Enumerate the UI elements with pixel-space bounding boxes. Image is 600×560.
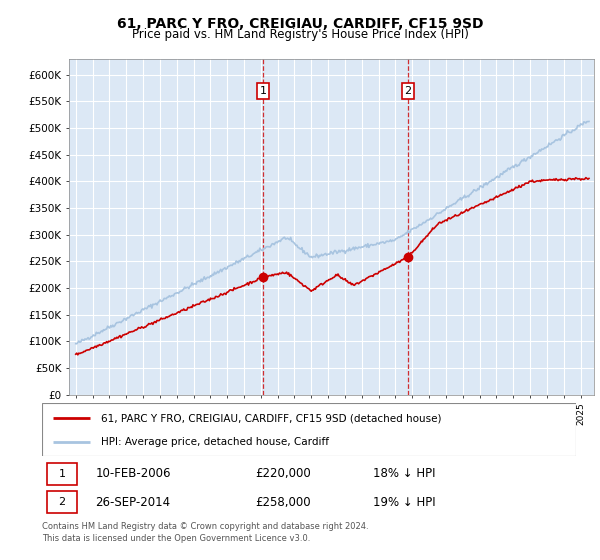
Text: £258,000: £258,000 bbox=[256, 496, 311, 508]
Text: 2: 2 bbox=[58, 497, 65, 507]
FancyBboxPatch shape bbox=[47, 463, 77, 485]
FancyBboxPatch shape bbox=[47, 491, 77, 514]
Text: 2: 2 bbox=[404, 86, 412, 96]
Text: 18% ↓ HPI: 18% ↓ HPI bbox=[373, 468, 436, 480]
Text: £220,000: £220,000 bbox=[256, 468, 311, 480]
Text: 10-FEB-2006: 10-FEB-2006 bbox=[95, 468, 171, 480]
Text: 26-SEP-2014: 26-SEP-2014 bbox=[95, 496, 170, 508]
FancyBboxPatch shape bbox=[42, 403, 576, 456]
Text: 1: 1 bbox=[59, 469, 65, 479]
Text: Contains HM Land Registry data © Crown copyright and database right 2024.
This d: Contains HM Land Registry data © Crown c… bbox=[42, 522, 368, 543]
Text: 61, PARC Y FRO, CREIGIAU, CARDIFF, CF15 9SD (detached house): 61, PARC Y FRO, CREIGIAU, CARDIFF, CF15 … bbox=[101, 413, 441, 423]
Text: HPI: Average price, detached house, Cardiff: HPI: Average price, detached house, Card… bbox=[101, 436, 329, 446]
Text: Price paid vs. HM Land Registry's House Price Index (HPI): Price paid vs. HM Land Registry's House … bbox=[131, 28, 469, 41]
Text: 61, PARC Y FRO, CREIGIAU, CARDIFF, CF15 9SD: 61, PARC Y FRO, CREIGIAU, CARDIFF, CF15 … bbox=[117, 17, 483, 31]
Text: 19% ↓ HPI: 19% ↓ HPI bbox=[373, 496, 436, 508]
Text: 1: 1 bbox=[259, 86, 266, 96]
